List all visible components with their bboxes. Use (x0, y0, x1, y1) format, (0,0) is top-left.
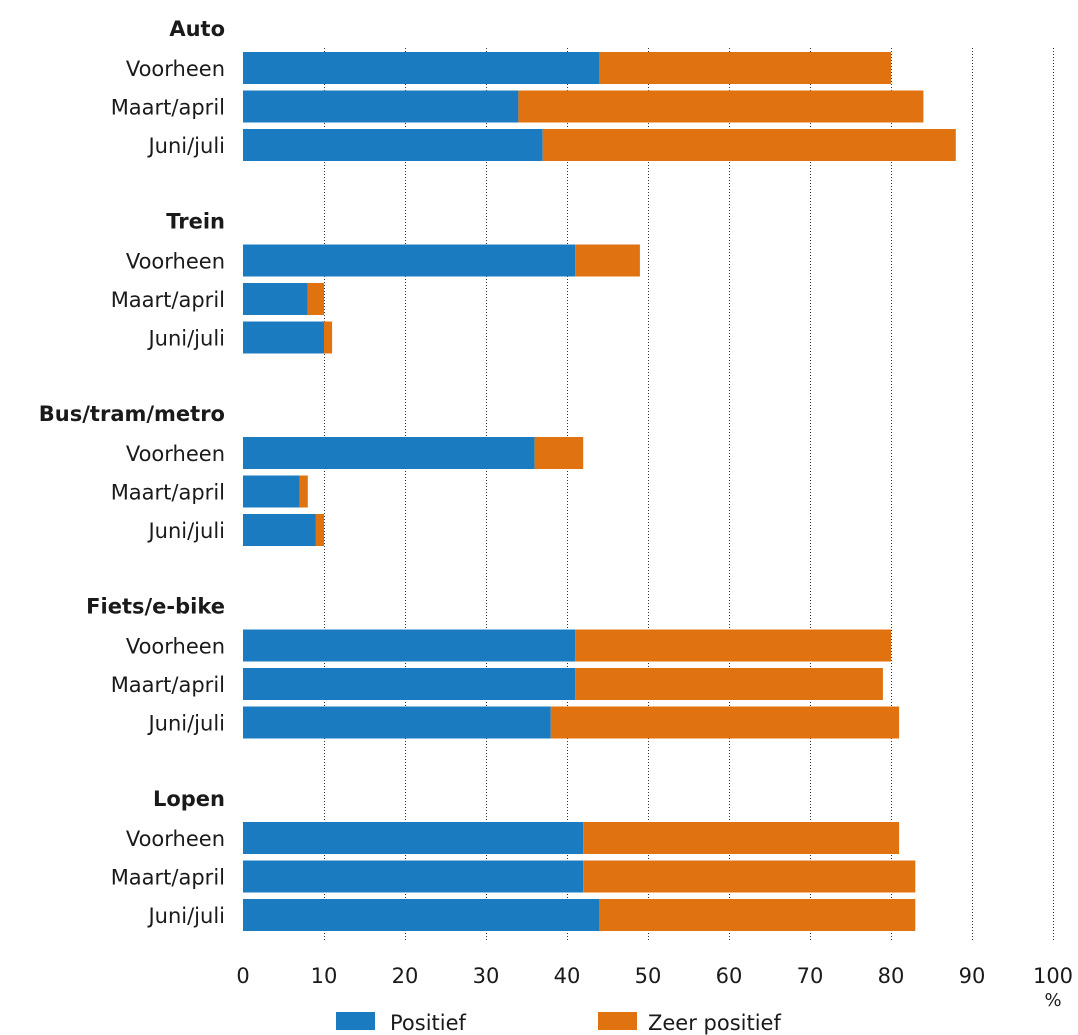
bar-segment-zeer-positief (299, 475, 308, 508)
bar-segment-positief (243, 629, 576, 662)
x-tick-label: 50 (635, 964, 662, 988)
x-tick-label: 70 (797, 964, 824, 988)
row-label: Juni/juli (146, 904, 225, 928)
legend-label: Zeer positief (648, 1011, 781, 1035)
bar-segment-zeer-positief (583, 822, 900, 854)
legend-swatch-zeer-positief (598, 1012, 637, 1030)
x-tick-label: 10 (311, 964, 338, 988)
x-axis: 0 10 20 30 40 50 60 70 80 90 100% (236, 964, 1073, 1011)
bar-segment-zeer-positief (534, 437, 584, 469)
bar-segment-zeer-positief (599, 52, 891, 84)
legend-swatch-positief (336, 1012, 375, 1030)
group-title: Auto (169, 17, 225, 41)
row-label: Voorheen (126, 57, 225, 81)
x-tick-label: 80 (878, 964, 905, 988)
bar-segment-positief (243, 52, 600, 84)
x-tick-label: 60 (716, 964, 743, 988)
legend: Positief Zeer positief (336, 1011, 781, 1035)
row-label: Maart/april (111, 673, 225, 697)
legend-label: Positief (390, 1011, 467, 1035)
x-tick-label: 30 (473, 964, 500, 988)
bar-segment-zeer-positief (575, 668, 883, 700)
row-label: Maart/april (111, 481, 225, 505)
group-title: Trein (166, 210, 225, 234)
bar-segment-zeer-positief (599, 899, 916, 931)
bar-segment-zeer-positief (583, 860, 916, 893)
bar-segment-positief (243, 899, 600, 931)
bar-segment-positief (243, 321, 324, 354)
row-label: Juni/juli (146, 519, 225, 543)
bar-segment-positief (243, 437, 535, 469)
bar-segment-positief (243, 668, 576, 700)
group-title: Fiets/e-bike (86, 595, 225, 619)
bars-layer (243, 52, 956, 931)
bar-segment-zeer-positief (315, 514, 324, 546)
bar-segment-zeer-positief (518, 90, 924, 123)
bar-segment-positief (243, 706, 551, 739)
bar-segment-zeer-positief (324, 321, 333, 354)
bar-segment-positief (243, 514, 316, 546)
row-label: Juni/juli (146, 327, 225, 351)
bar-segment-positief (243, 283, 308, 315)
row-label: Juni/juli (146, 712, 225, 736)
x-tick-label: 20 (392, 964, 419, 988)
bar-segment-zeer-positief (307, 283, 324, 315)
labels-layer: Auto Voorheen Maart/april Juni/juli Trein Voo… (39, 17, 225, 928)
bar-segment-positief (243, 822, 584, 854)
x-tick-label: 100 (1033, 964, 1073, 988)
row-label: Voorheen (126, 635, 225, 659)
row-label: Juni/juli (146, 134, 225, 158)
group-title: Bus/tram/metro (39, 402, 225, 426)
row-label: Maart/april (111, 866, 225, 890)
bar-segment-positief (243, 475, 300, 508)
row-label: Maart/april (111, 96, 225, 120)
bar-segment-positief (243, 244, 576, 277)
grid-layer (324, 48, 1054, 942)
bar-segment-zeer-positief (550, 706, 900, 739)
x-tick-label: 90 (959, 964, 986, 988)
row-label: Voorheen (126, 250, 225, 274)
row-label: Voorheen (126, 442, 225, 466)
x-tick-label: 0 (236, 964, 249, 988)
bar-segment-positief (243, 90, 519, 123)
x-axis-unit-label: % (1044, 990, 1061, 1011)
x-tick-label: 40 (554, 964, 581, 988)
bar-segment-positief (243, 129, 543, 161)
bar-segment-positief (243, 860, 584, 893)
group-title: Lopen (153, 787, 225, 811)
bar-segment-zeer-positief (575, 244, 640, 277)
bar-segment-zeer-positief (575, 629, 891, 662)
row-label: Voorheen (126, 827, 225, 851)
bar-segment-zeer-positief (542, 129, 956, 161)
row-label: Maart/april (111, 288, 225, 312)
